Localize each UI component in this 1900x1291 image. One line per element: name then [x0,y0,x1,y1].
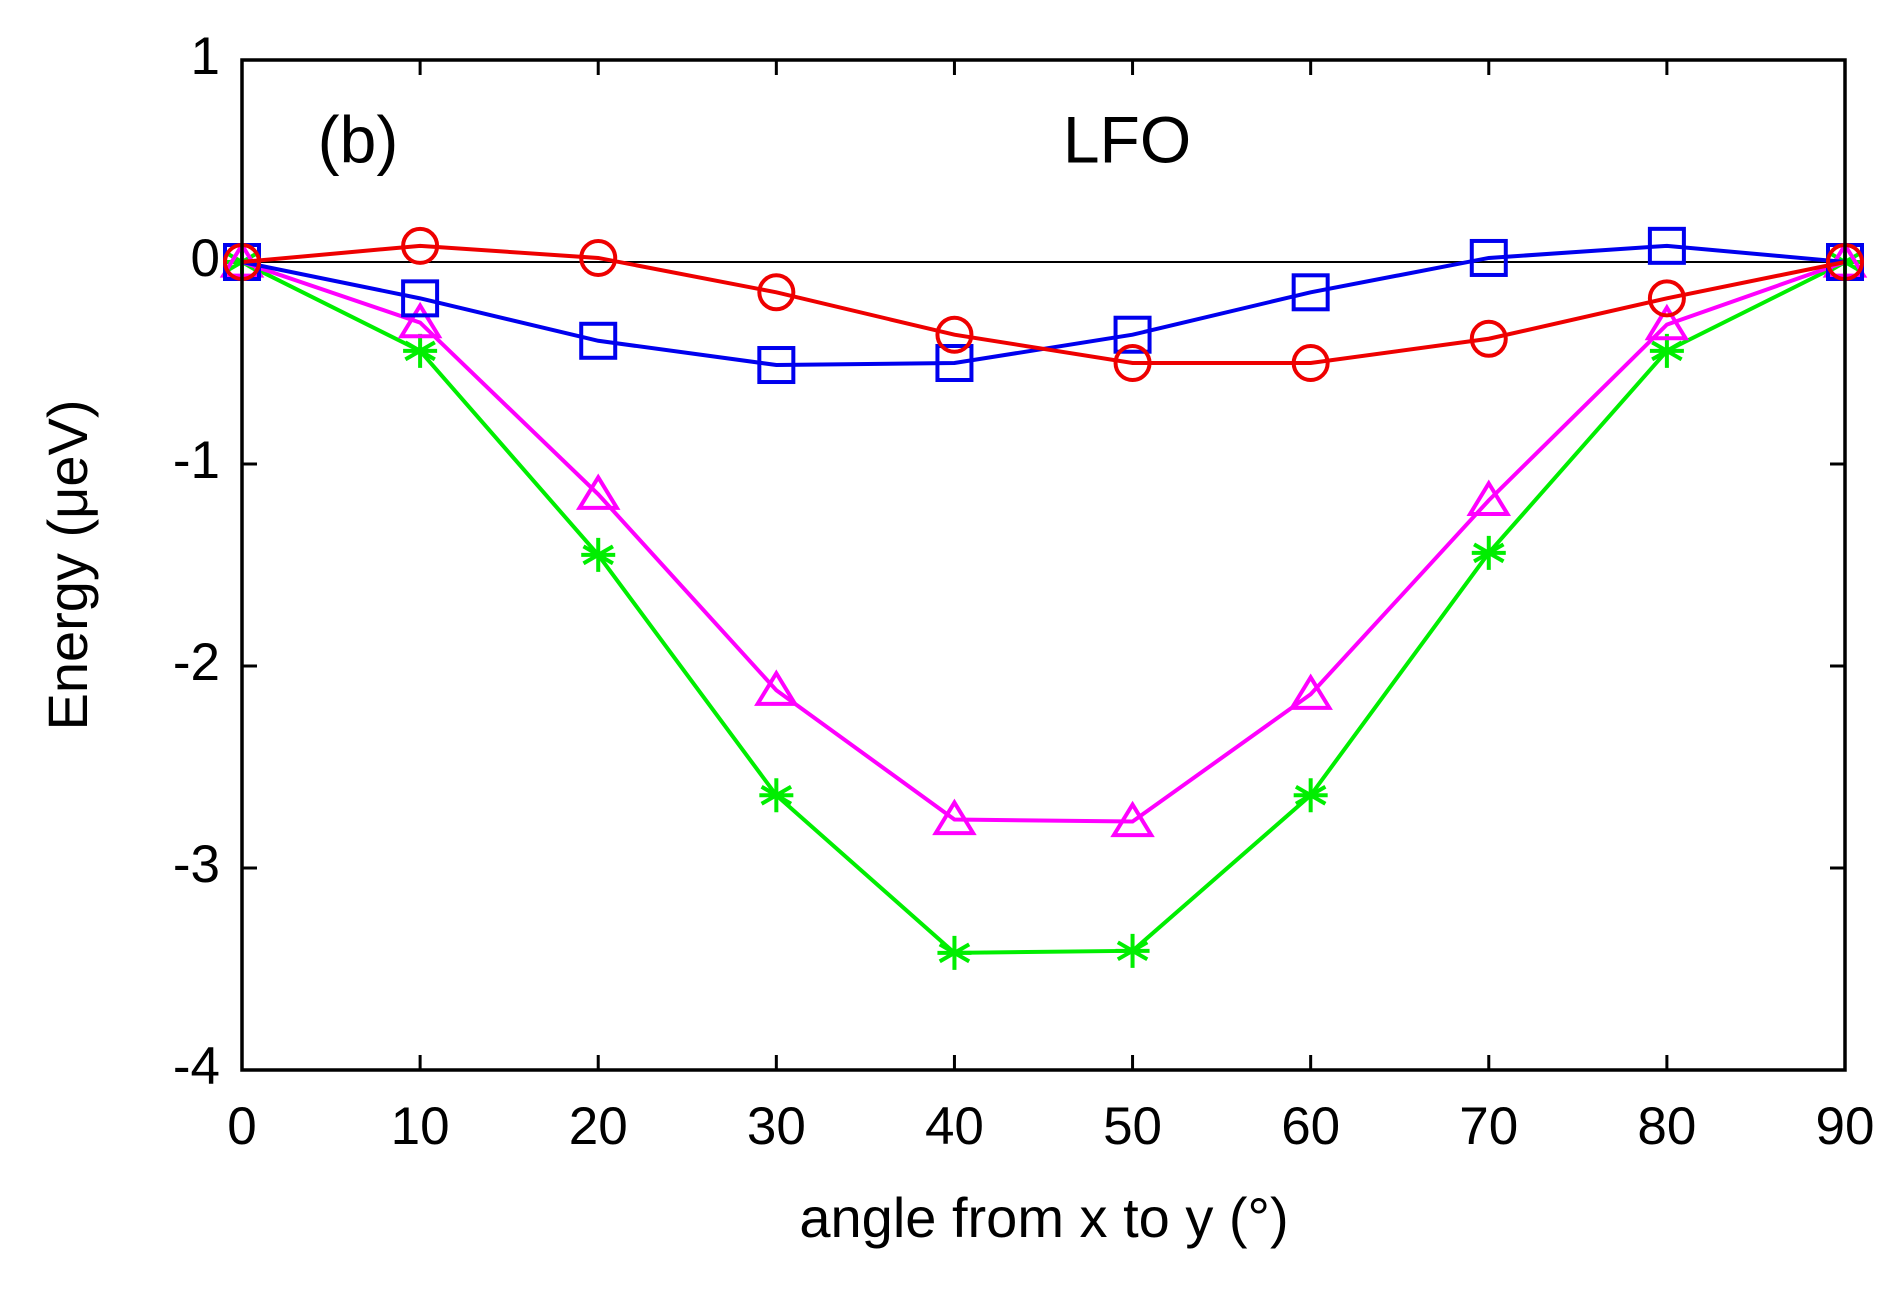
marker [1293,778,1328,813]
x-tick-label: 40 [925,1097,984,1156]
marker [1291,344,1330,382]
x-tick-label: 90 [1816,1097,1875,1156]
marker [1288,673,1333,710]
x-tick-label: 70 [1459,1097,1518,1156]
x-axis-label: angle from x to y (°) [799,1186,1288,1249]
marker [1647,226,1686,265]
x-tick-label: 80 [1637,1097,1696,1156]
marker [397,301,443,339]
marker [757,346,796,385]
marker [1649,333,1684,368]
y-tick-label: 1 [191,27,220,86]
marker [1291,273,1330,312]
marker [757,273,796,312]
marker [401,279,440,318]
marker [403,333,438,368]
marker [935,344,974,382]
marker [1469,238,1508,277]
marker [937,935,972,970]
x-tick-label: 20 [569,1097,628,1156]
x-tick-label: 0 [227,1097,256,1156]
marker [1644,303,1690,341]
marker [1110,800,1155,838]
marker [579,321,618,360]
x-tick-label: 60 [1281,1097,1340,1156]
marker [575,473,621,510]
panel-label: (b) [318,102,399,176]
x-tick-label: 10 [391,1097,450,1156]
y-axis-label: Energy (μeV) [36,399,99,730]
annotation: LFO [1063,102,1191,176]
marker [754,669,799,706]
y-tick-label: -2 [173,633,220,692]
marker [1647,279,1686,318]
series-line [241,260,1846,824]
marker [1113,315,1152,354]
y-tick-label: 0 [191,229,220,288]
y-tick-label: -3 [173,835,220,894]
marker [401,226,440,265]
x-tick-label: 50 [1103,1097,1162,1156]
marker [932,798,977,836]
y-tick-label: -1 [173,431,220,490]
series-line [241,243,1846,365]
marker [1466,479,1512,516]
marker [935,315,974,354]
marker [1471,535,1506,570]
marker [579,238,618,277]
marker [1113,344,1152,382]
marker [581,537,616,572]
marker [1115,933,1150,968]
y-tick-label: -4 [173,1037,220,1096]
x-tick-label: 30 [747,1097,806,1156]
series-line [241,260,1846,955]
marker [1469,319,1508,358]
plot-frame [240,58,1847,1072]
marker [759,778,794,813]
